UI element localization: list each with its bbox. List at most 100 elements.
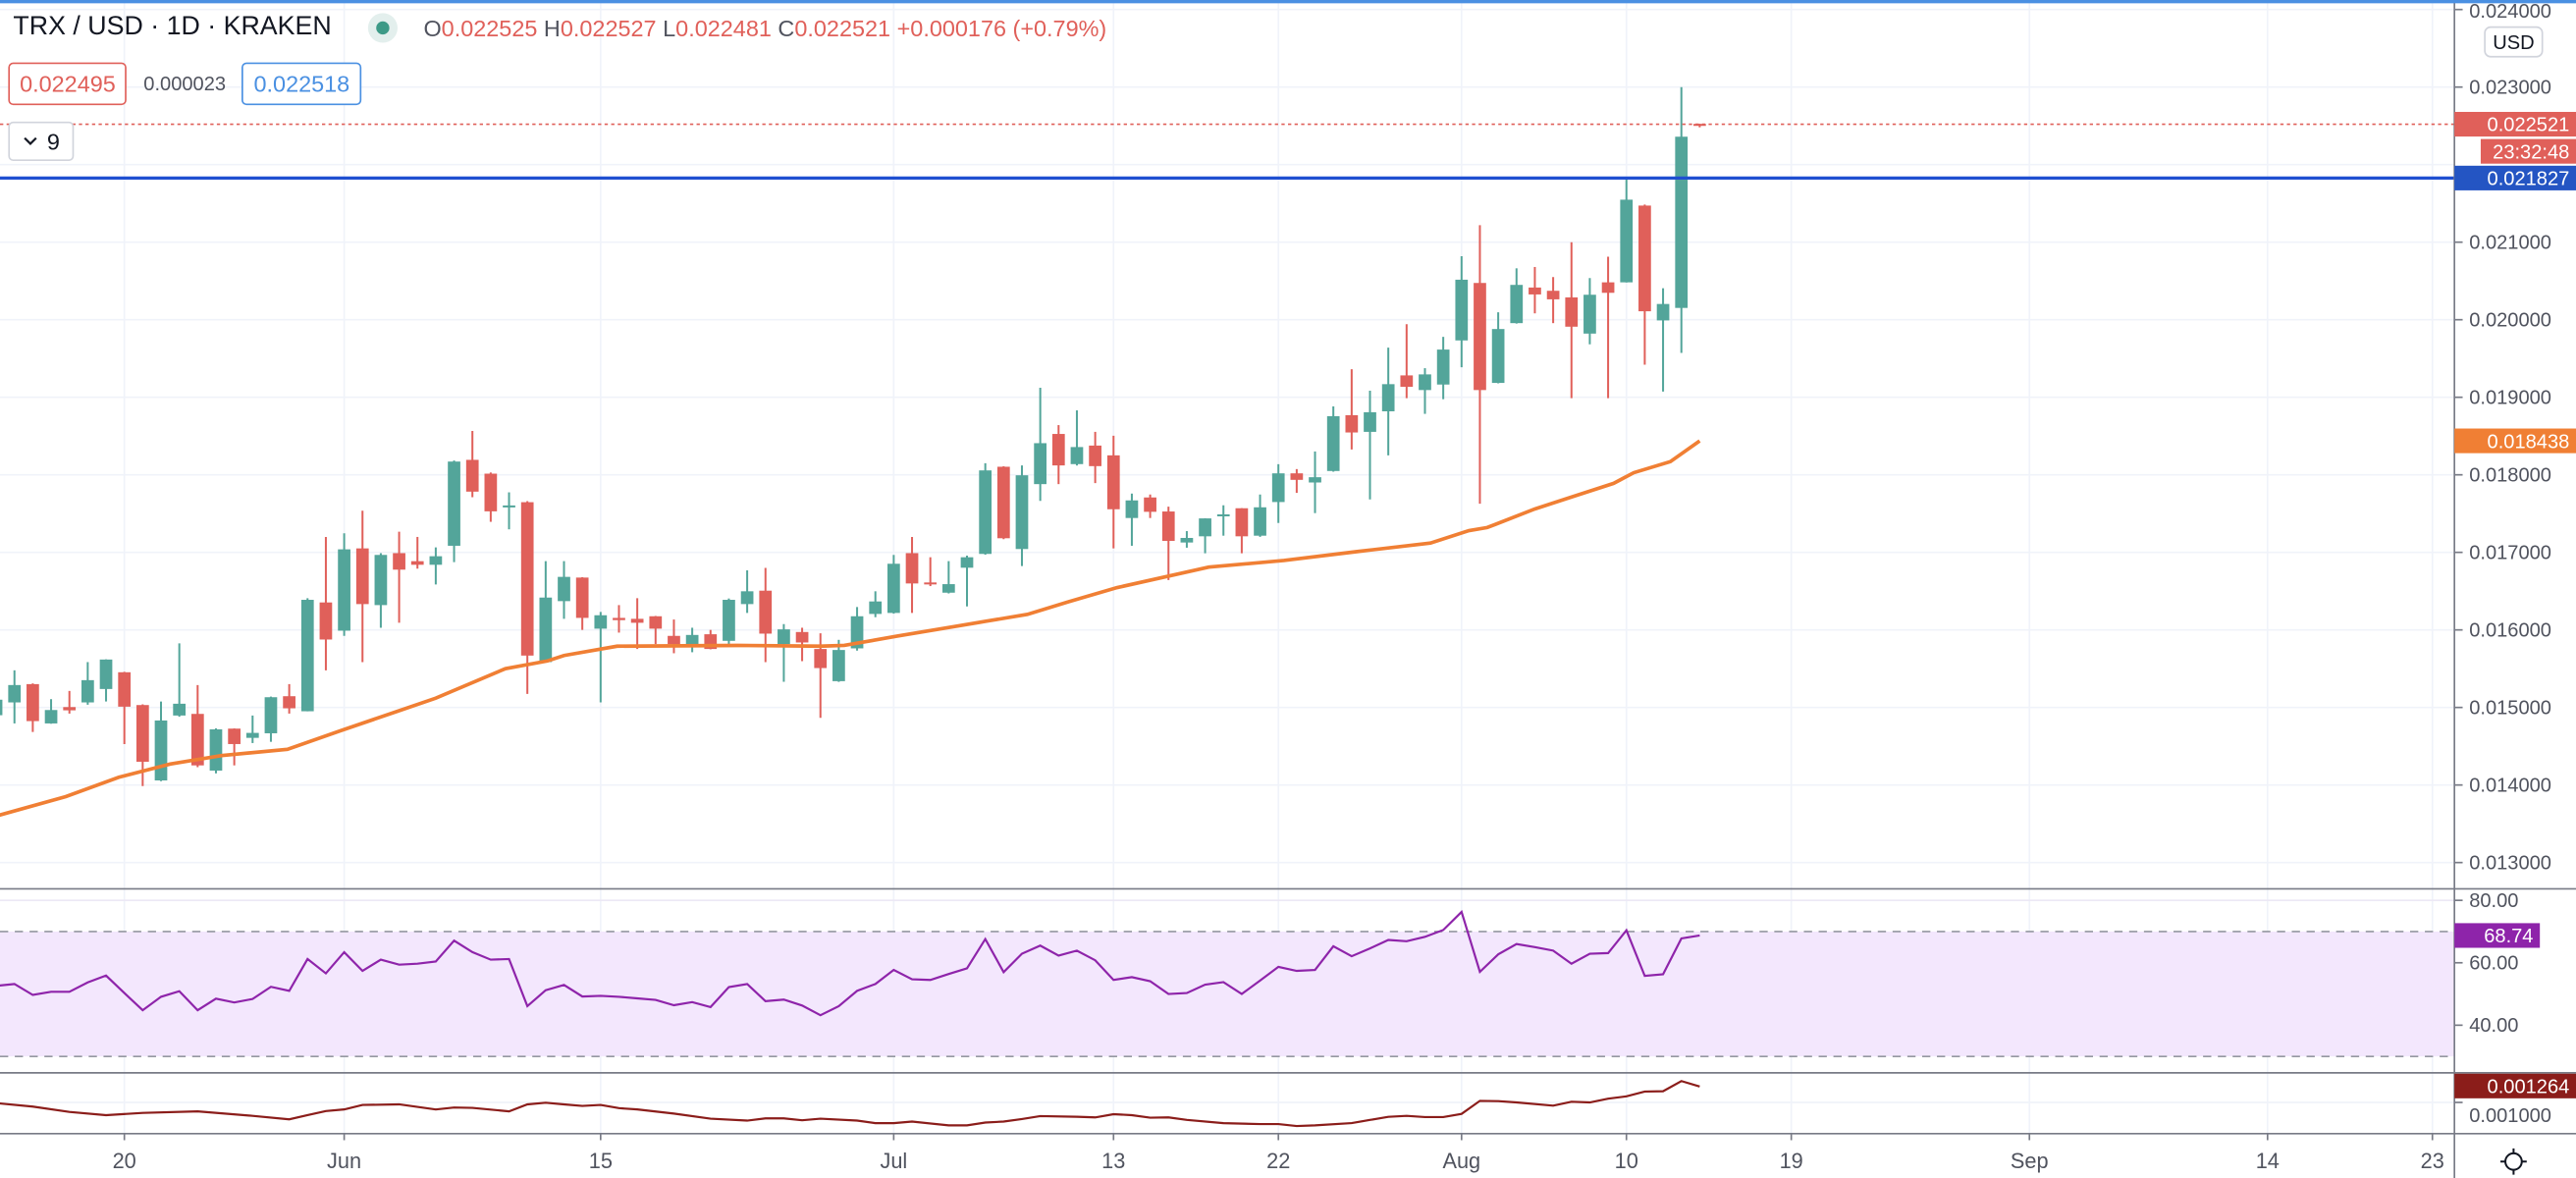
candle-body: [1089, 445, 1101, 466]
candle-body: [1491, 329, 1505, 384]
candle: [668, 619, 680, 654]
buy-button[interactable]: 0.022518: [242, 62, 361, 106]
low-value: 0.022481: [675, 15, 772, 41]
candle: [81, 662, 94, 705]
rsi-value-badge: 68.74: [2454, 923, 2541, 948]
time-axis[interactable]: 20 Jun 15 Jul 13 22 Aug 10 19 Sep 14 23: [113, 1133, 2444, 1173]
candle: [173, 643, 187, 718]
lower-indicator-badge-text: 0.001264: [2488, 1076, 2570, 1098]
candle: [63, 690, 77, 714]
candle-body: [869, 601, 883, 615]
candle: [27, 683, 39, 732]
candle: [1161, 507, 1175, 580]
candle: [1364, 390, 1376, 500]
candle-body: [1583, 294, 1596, 334]
time-tick-label: 19: [1780, 1149, 1803, 1173]
rsi-tick-label: 80.00: [2469, 890, 2518, 912]
indicators-toggle-button[interactable]: 9: [8, 121, 75, 162]
rsi-band-fill: [0, 931, 2455, 1057]
time-tick-label: Aug: [1442, 1149, 1480, 1173]
candle: [1638, 204, 1651, 365]
candle: [1583, 278, 1596, 345]
candle: [1106, 435, 1120, 549]
sell-button[interactable]: 0.022495: [8, 62, 128, 106]
candle: [941, 561, 955, 594]
currency-button[interactable]: USD: [2484, 26, 2544, 58]
candle: [209, 727, 223, 774]
candle: [1400, 324, 1414, 399]
candle-body: [1180, 537, 1194, 543]
candle: [190, 684, 204, 768]
horizontal-line-badge: 0.021827: [2454, 165, 2576, 190]
candle-body: [283, 696, 295, 709]
candle-body: [1620, 199, 1634, 283]
price-axis-badges: 0.022521 23:32:48 0.021827 0.018438 68.74 0.0…: [2454, 111, 2576, 1098]
candle-body: [374, 555, 388, 606]
candle-body: [1638, 205, 1651, 312]
candle-body: [1656, 303, 1670, 321]
candle-body: [355, 548, 369, 605]
candle: [484, 472, 498, 522]
time-tick-label: 20: [113, 1149, 136, 1173]
candle-body: [81, 679, 94, 703]
candle-body: [245, 732, 259, 738]
high-label: H: [543, 15, 561, 41]
candle: [1326, 406, 1340, 472]
candle-body: [429, 556, 443, 565]
horizontal-line-badge-text: 0.021827: [2488, 169, 2570, 190]
candle-body: [558, 576, 570, 602]
candle-body: [1693, 124, 1706, 127]
candle: [245, 715, 259, 743]
symbol-title[interactable]: TRX / USD · 1D · KRAKEN: [13, 13, 332, 41]
candle: [0, 699, 3, 716]
settings-gear-icon[interactable]: [2498, 1147, 2528, 1176]
candle-body: [1345, 414, 1359, 433]
lower-indicator-badge: 0.001264: [2454, 1073, 2576, 1098]
candle: [1290, 468, 1304, 494]
candle: [448, 460, 460, 562]
candle: [630, 598, 644, 650]
candle: [1144, 494, 1156, 518]
candle-body: [1436, 349, 1450, 385]
candle-body: [209, 728, 223, 771]
candle-body: [154, 720, 168, 781]
candle-body: [649, 616, 663, 629]
price-axis[interactable]: 0.024000 0.023000 0.021000 0.020000 0.019000…: [2454, 1, 2551, 1127]
candle: [1529, 266, 1541, 314]
last-price-badge-text: 0.022521: [2488, 115, 2570, 136]
candle: [1125, 493, 1139, 546]
candle: [1089, 431, 1101, 484]
market-status-icon[interactable]: [367, 13, 398, 43]
candle-body: [135, 705, 149, 762]
candle-body: [1051, 434, 1065, 466]
rsi-tick-label: 40.00: [2469, 1015, 2518, 1037]
lower-tick-label: 0.001000: [2469, 1105, 2551, 1127]
candle: [338, 533, 350, 636]
price-tick-label: 0.021000: [2469, 232, 2551, 253]
grid: [0, 0, 2455, 1134]
candle-body: [1529, 287, 1541, 294]
candle-body: [1144, 497, 1156, 512]
candle: [1051, 425, 1065, 485]
open-value: 0.022525: [441, 15, 538, 41]
candle: [283, 683, 295, 714]
candle: [778, 623, 790, 682]
symbol-legend: TRX / USD · 1D · KRAKEN O0.022525 H 0.022…: [13, 13, 1106, 43]
price-tick-label: 0.015000: [2469, 697, 2551, 719]
rsi-line: [0, 909, 1700, 1017]
candle-body: [1216, 513, 1230, 516]
countdown-badge-text: 23:32:48: [2493, 141, 2569, 163]
candle: [465, 431, 479, 498]
candle-body: [503, 505, 515, 508]
candle: [1565, 241, 1579, 399]
open-label: O: [423, 15, 442, 41]
candle: [1235, 508, 1249, 554]
candle-body: [960, 557, 974, 568]
candle: [1474, 225, 1486, 505]
candle-body: [996, 466, 1010, 539]
candle-body: [1474, 283, 1486, 391]
candle: [869, 591, 883, 617]
candle-body: [723, 600, 735, 641]
candle-body: [740, 591, 754, 605]
